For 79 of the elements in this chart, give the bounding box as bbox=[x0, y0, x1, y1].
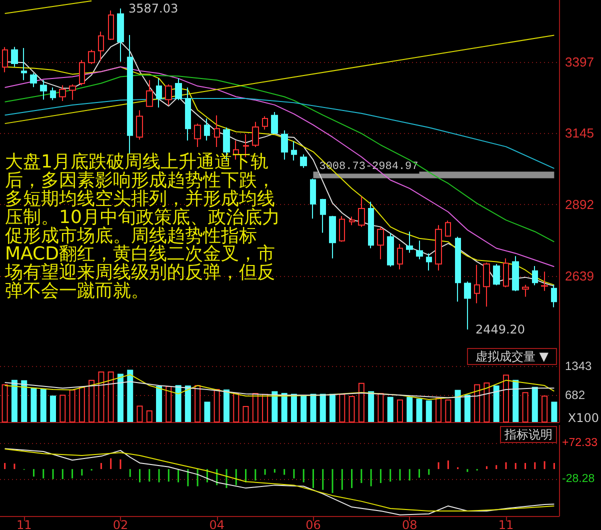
candlestick bbox=[464, 281, 471, 330]
x-tick-label: 04 bbox=[209, 518, 224, 530]
y-tick-label: 2639 bbox=[565, 268, 594, 284]
candlestick bbox=[426, 252, 432, 272]
candlestick bbox=[50, 86, 56, 101]
y-tick-label: 1343 bbox=[565, 359, 592, 374]
line-series bbox=[4, 374, 555, 400]
candlestick bbox=[40, 80, 47, 100]
candlestick bbox=[59, 84, 66, 102]
candlestick bbox=[165, 84, 172, 106]
candlestick bbox=[474, 264, 480, 304]
candlestick bbox=[204, 118, 210, 141]
candlestick bbox=[30, 72, 37, 88]
candlestick bbox=[320, 198, 326, 234]
x-tick-label: 02 bbox=[112, 518, 128, 530]
candlestick bbox=[281, 130, 288, 160]
candlestick bbox=[358, 196, 365, 228]
candlestick bbox=[108, 10, 114, 41]
candlestick bbox=[69, 84, 76, 100]
candlestick bbox=[349, 216, 355, 226]
annotation: 指标说明 bbox=[504, 428, 552, 442]
candlestick bbox=[455, 236, 461, 302]
y-tick-label: 3397 bbox=[565, 54, 594, 70]
candlestick bbox=[387, 232, 394, 268]
candlestick bbox=[98, 31, 104, 62]
x-tick-label: 06 bbox=[306, 518, 321, 530]
candlestick bbox=[329, 215, 336, 259]
candlestick bbox=[79, 60, 85, 86]
candlestick bbox=[291, 140, 297, 162]
candlestick bbox=[522, 284, 529, 298]
y-tick-label: 3145 bbox=[565, 126, 594, 141]
candlestick bbox=[551, 284, 557, 308]
candlestick bbox=[88, 49, 95, 65]
candlestick bbox=[194, 123, 201, 148]
candlestick bbox=[156, 78, 162, 108]
candlestick bbox=[262, 116, 268, 130]
candlestick bbox=[339, 216, 345, 242]
candlestick bbox=[483, 262, 490, 308]
candlestick bbox=[185, 86, 191, 141]
annotation: 虚拟成交量 ▼ bbox=[475, 350, 550, 364]
candlestick bbox=[445, 220, 451, 238]
y-tick-label: +72.33 bbox=[562, 437, 598, 450]
x-tick-label: 11 bbox=[16, 518, 32, 530]
candlestick bbox=[512, 256, 519, 292]
line-series bbox=[4, 74, 555, 242]
y-tick-label: 682 bbox=[565, 388, 586, 402]
annotation: 大盘1月底跌破周线上升通道下轨后，多因素影响形成趋势性下跌，多短期均线空头排列，并形成均线压制。10月中旬政策底、政治底力促形成市场底。周线趋势性指标MACD翻红，黄白线二次金叉，市场有望迎来周线级别的反弹，但反弹不会一蹴而就。 bbox=[4, 152, 280, 302]
candlestick bbox=[300, 154, 307, 168]
candlestick bbox=[406, 231, 413, 254]
candlestick bbox=[377, 226, 384, 260]
y-tick-label: -28.28 bbox=[562, 473, 595, 486]
candlestick bbox=[271, 112, 278, 134]
candlestick bbox=[175, 78, 182, 101]
x-tick-label: 08 bbox=[402, 518, 418, 530]
candlestick bbox=[214, 114, 220, 148]
candlestick bbox=[127, 34, 133, 155]
annotation: 2449.20 bbox=[475, 322, 526, 336]
candlestick bbox=[532, 266, 538, 286]
y-tick-label: 2892 bbox=[565, 197, 594, 212]
candlestick bbox=[11, 46, 18, 68]
candlestick bbox=[493, 264, 500, 286]
candlestick bbox=[435, 224, 442, 272]
candlestick bbox=[2, 46, 8, 73]
line-series bbox=[4, 381, 555, 398]
candlestick bbox=[117, 8, 124, 62]
candlestick bbox=[146, 80, 153, 108]
candlestick bbox=[416, 240, 423, 260]
y-axis-title: X100 bbox=[568, 411, 599, 425]
candlestick bbox=[503, 258, 509, 288]
candlestick bbox=[252, 121, 259, 148]
candlestick bbox=[136, 110, 143, 140]
x-tick-label: 11 bbox=[498, 518, 514, 530]
candlestick bbox=[310, 178, 316, 220]
candlestick bbox=[368, 201, 374, 249]
annotation: 3587.03 bbox=[128, 1, 178, 16]
candlestick bbox=[397, 244, 403, 270]
line-series bbox=[4, 98, 555, 169]
candlestick bbox=[21, 47, 27, 81]
candlestick bbox=[541, 271, 548, 292]
